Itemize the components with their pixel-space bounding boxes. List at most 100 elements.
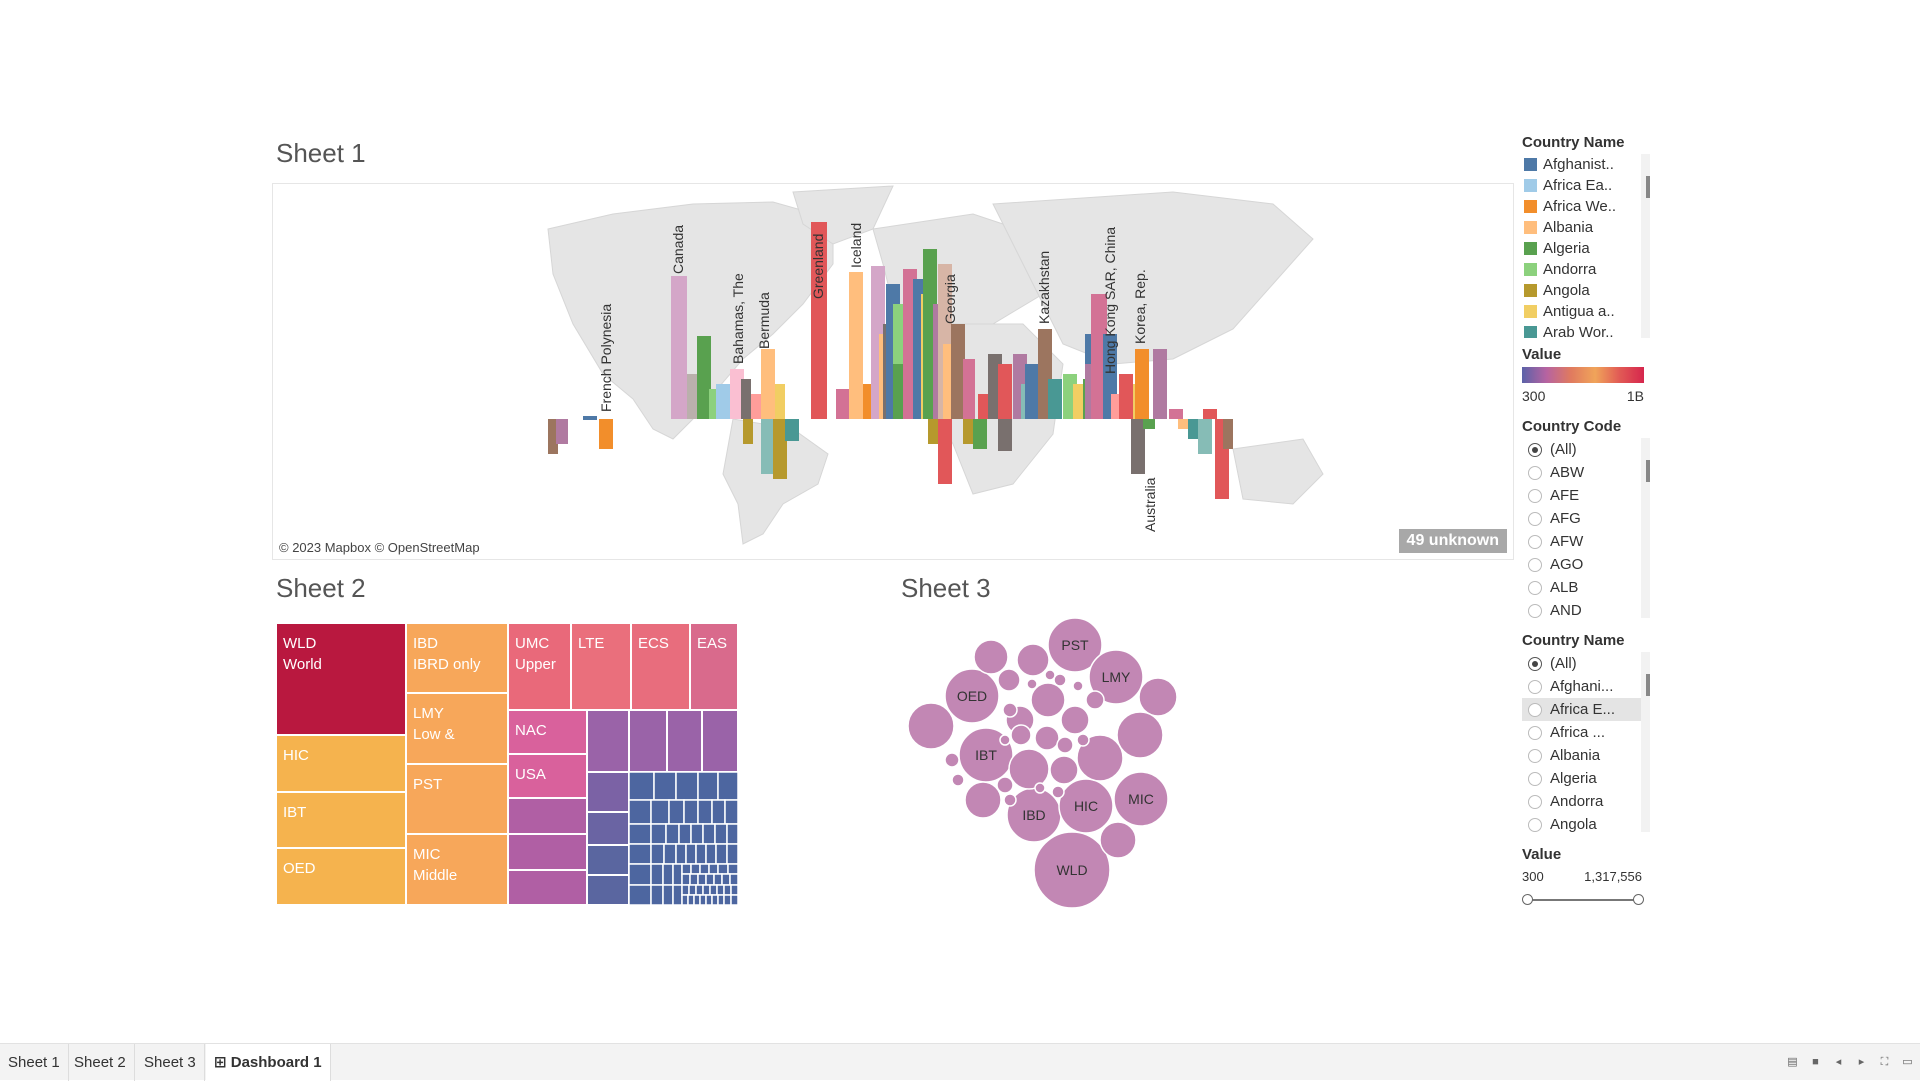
radio-button[interactable] <box>1528 725 1542 740</box>
radio-button[interactable] <box>1528 534 1542 549</box>
legend-item[interactable]: Africa We.. <box>1522 196 1650 217</box>
filmstrip-icon[interactable]: ■ <box>1812 1056 1819 1068</box>
treemap-cell[interactable] <box>587 812 629 845</box>
filter-option[interactable]: Africa ... <box>1522 721 1650 744</box>
bubble[interactable] <box>964 781 1002 819</box>
bubble[interactable] <box>1034 725 1060 751</box>
tab-sheet1[interactable]: Sheet 1 <box>0 1044 69 1081</box>
bubble[interactable] <box>907 702 955 750</box>
treemap-cell-lmy[interactable]: LMY Low & <box>406 693 508 764</box>
treemap-cell-ecs[interactable]: ECS <box>631 623 690 710</box>
bubble-wld[interactable] <box>1033 831 1111 909</box>
filter-option[interactable]: Algeria <box>1522 767 1650 790</box>
treemap-cell-oed[interactable]: OED <box>276 848 406 905</box>
map-bar[interactable] <box>761 419 775 474</box>
filter-option[interactable]: AFE <box>1522 484 1650 507</box>
radio-button[interactable] <box>1528 817 1542 832</box>
bubble[interactable] <box>1003 793 1017 807</box>
radio-button[interactable] <box>1528 702 1542 717</box>
map-bar[interactable] <box>849 272 863 419</box>
map-bar[interactable] <box>583 416 597 420</box>
map-bar[interactable] <box>741 379 751 419</box>
fullscreen-icon[interactable]: ⛶ <box>1880 1056 1889 1068</box>
map-bar[interactable] <box>973 419 987 449</box>
map-bar[interactable] <box>1198 419 1212 454</box>
bubble[interactable] <box>996 776 1014 794</box>
treemap-cell-mic[interactable]: MIC Middle <box>406 834 508 905</box>
filter-option[interactable]: AFW <box>1522 530 1650 553</box>
map-bar[interactable] <box>548 419 558 454</box>
bubble[interactable] <box>997 668 1021 692</box>
map-bar[interactable] <box>1153 349 1167 419</box>
bubble[interactable] <box>1099 821 1137 859</box>
bubble[interactable] <box>1076 734 1124 782</box>
bubble-lmy[interactable] <box>1088 649 1144 705</box>
map-bar[interactable] <box>1223 419 1233 449</box>
filter-option[interactable]: AND <box>1522 599 1650 618</box>
map-bar[interactable] <box>1143 419 1155 429</box>
filter-option[interactable]: Africa E... <box>1522 698 1650 721</box>
treemap-cell-umc[interactable]: UMC Upper <box>508 623 571 710</box>
map-bar[interactable] <box>998 364 1012 419</box>
bubble[interactable] <box>1051 785 1065 799</box>
bubble[interactable] <box>1044 669 1056 681</box>
map-bar[interactable] <box>1048 379 1062 419</box>
treemap-cell-nac[interactable]: NAC <box>508 710 587 754</box>
map-bar[interactable] <box>671 276 687 419</box>
map-bar[interactable] <box>938 419 952 484</box>
unknown-indicator[interactable]: 49 unknown <box>1398 529 1507 553</box>
filter-scrollbar[interactable] <box>1641 652 1650 832</box>
map-bar[interactable] <box>709 389 719 419</box>
radio-button[interactable] <box>1528 557 1542 572</box>
presentation-icon[interactable]: ▭ <box>1902 1056 1913 1068</box>
bubble[interactable] <box>973 639 1009 675</box>
filter-option[interactable]: (All) <box>1522 438 1650 461</box>
radio-button[interactable] <box>1528 794 1542 809</box>
radio-button[interactable] <box>1528 656 1542 671</box>
radio-button[interactable] <box>1528 748 1542 763</box>
map-bar[interactable] <box>761 349 775 419</box>
tab-sheet2[interactable]: Sheet 2 <box>66 1044 135 1081</box>
map-bar[interactable] <box>556 419 568 444</box>
treemap-cell[interactable] <box>508 798 587 834</box>
bubble[interactable] <box>1072 680 1084 692</box>
legend-item[interactable]: Albania <box>1522 217 1650 238</box>
radio-button[interactable] <box>1528 442 1542 457</box>
country-code-filter[interactable]: (All) ABW AFE AFG AFW AGO ALB AND <box>1522 438 1650 618</box>
legend-item[interactable]: Antigua a.. <box>1522 301 1650 322</box>
radio-button[interactable] <box>1528 679 1542 694</box>
map-bar[interactable] <box>1119 374 1133 419</box>
treemap-cell-eas[interactable]: EAS <box>690 623 738 710</box>
treemap-cell[interactable] <box>667 710 702 772</box>
treemap-cell-hic[interactable]: HIC <box>276 735 406 792</box>
treemap-cell-pst[interactable]: PST <box>406 764 508 834</box>
country-name-filter[interactable]: (All) Afghani... Africa E... Africa ... Alba… <box>1522 652 1650 832</box>
bubble[interactable] <box>1030 682 1066 718</box>
legend-item[interactable]: Afghanist.. <box>1522 154 1650 175</box>
packed-bubbles[interactable]: PST LMY OED IBT IBD HIC MIC WLD <box>900 615 1190 915</box>
map-bar[interactable] <box>716 384 730 419</box>
filter-option[interactable]: Afghani... <box>1522 675 1650 698</box>
bubble-mic[interactable] <box>1113 771 1169 827</box>
map-bar[interactable] <box>998 419 1012 451</box>
radio-button[interactable] <box>1528 603 1542 618</box>
treemap-cell-wld[interactable]: WLD World <box>276 623 406 735</box>
treemap-cell[interactable] <box>587 772 629 812</box>
slider-track[interactable] <box>1528 899 1638 901</box>
bubbles[interactable] <box>907 617 1178 909</box>
treemap-cell-usa[interactable]: USA <box>508 754 587 798</box>
filter-scroll-thumb[interactable] <box>1646 674 1650 696</box>
bubble[interactable] <box>1026 678 1038 690</box>
bubble-oed[interactable] <box>944 668 1000 724</box>
filter-option[interactable]: ALB <box>1522 576 1650 599</box>
treemap-cell[interactable] <box>629 710 667 772</box>
map-bar[interactable] <box>773 419 787 479</box>
map-bar[interactable] <box>1131 419 1145 474</box>
filter-option[interactable]: Albania <box>1522 744 1650 767</box>
map-bar[interactable] <box>599 419 613 449</box>
filter-option[interactable]: AFG <box>1522 507 1650 530</box>
filter-option[interactable]: ABW <box>1522 461 1650 484</box>
previous-icon[interactable]: ◂ <box>1835 1056 1842 1068</box>
treemap-cell[interactable] <box>508 834 587 870</box>
filter-scrollbar[interactable] <box>1641 438 1650 618</box>
